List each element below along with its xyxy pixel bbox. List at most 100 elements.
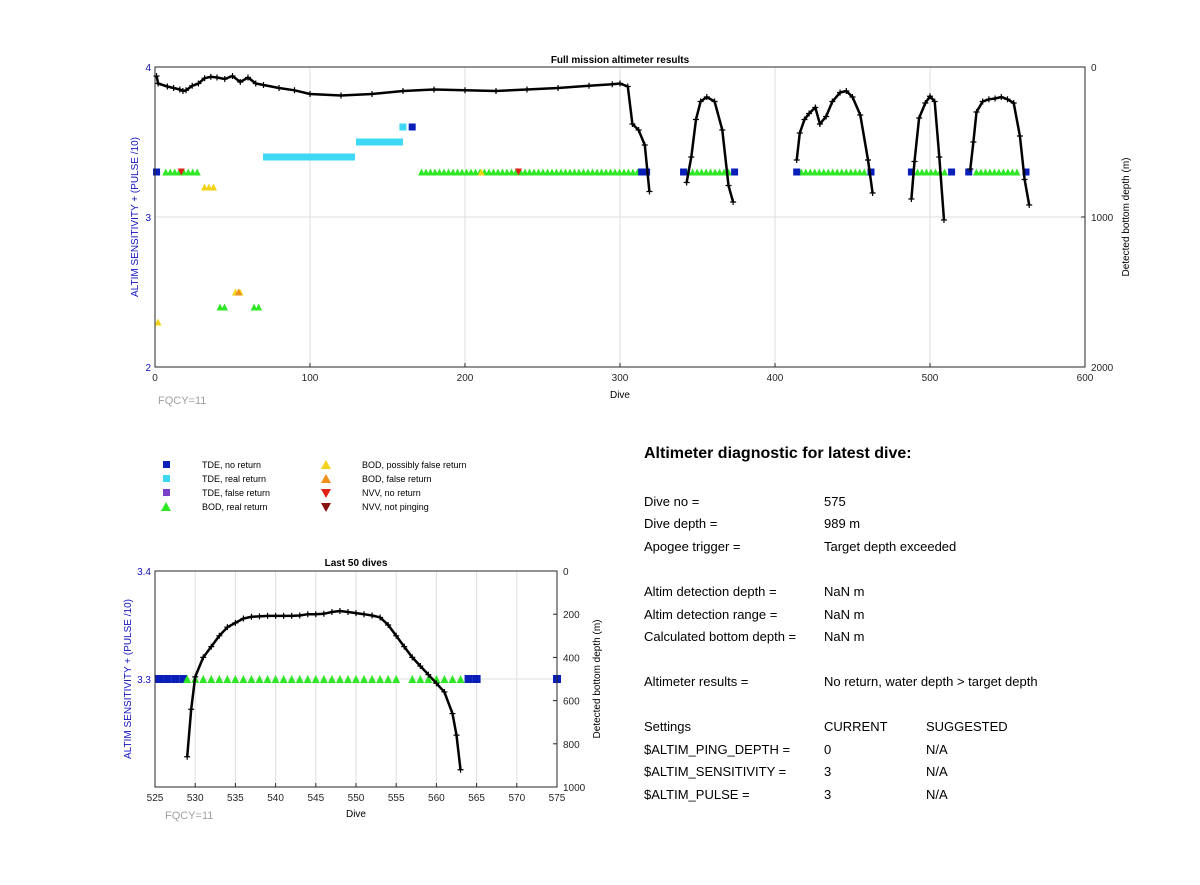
depth-point <box>164 83 171 90</box>
square-marker <box>288 153 295 161</box>
depth-point <box>940 217 947 223</box>
triangle-up-marker <box>221 303 228 311</box>
square-marker <box>273 153 280 161</box>
square-marker <box>348 153 355 161</box>
triangle-up-marker <box>235 288 243 296</box>
depth-point <box>493 88 499 94</box>
depth-point <box>291 87 298 94</box>
depth-point <box>201 75 208 82</box>
triangle-up-marker <box>625 168 632 176</box>
depth-point <box>801 116 808 123</box>
depth-point <box>441 688 448 695</box>
triangle-up-marker <box>693 168 701 176</box>
depth-point <box>401 643 408 650</box>
triangle-up-marker <box>239 675 248 683</box>
depth-line <box>969 95 1031 206</box>
depth-point <box>967 166 974 172</box>
depth-point <box>245 74 251 81</box>
depth-point <box>320 610 327 617</box>
depth-point <box>806 110 813 117</box>
depth-point <box>683 179 690 186</box>
depth-point <box>1021 176 1028 183</box>
depth-point <box>377 614 384 621</box>
depth-point <box>730 199 737 205</box>
bottom-y2label: Detected bottom depth (m) <box>592 620 603 739</box>
square-marker <box>323 153 330 161</box>
triangle-up-marker <box>990 168 998 176</box>
square-marker <box>408 123 416 131</box>
depth-point <box>641 142 648 148</box>
x-tick-label: 565 <box>468 793 485 804</box>
dive-depth-row: Dive depth = 989 m <box>644 516 861 531</box>
square-marker <box>298 153 305 161</box>
triangle-down-marker <box>514 168 522 176</box>
x-tick-label: 100 <box>302 373 319 384</box>
square-marker <box>396 138 403 146</box>
bottom-chart-marks <box>155 675 561 683</box>
triangle-up-marker <box>503 168 511 176</box>
y-tick-label: 3 <box>145 213 151 224</box>
triangle-up-marker <box>427 168 434 176</box>
settings-header-row: Settings CURRENT SUGGESTED <box>644 719 1008 734</box>
triangle-up-marker <box>485 168 493 176</box>
square-marker <box>153 168 161 176</box>
triangle-up-marker <box>972 168 980 176</box>
depth-point <box>692 116 699 123</box>
depth-point <box>646 188 653 195</box>
triangle-up-marker <box>629 168 637 176</box>
triangle-up-marker <box>255 675 264 683</box>
triangle-up-marker <box>932 168 939 176</box>
depth-point <box>524 86 530 93</box>
main-chart-marks <box>153 123 1030 326</box>
depth-point <box>189 82 196 89</box>
x-tick-label: 540 <box>267 793 284 804</box>
depth-point <box>998 94 1005 100</box>
square-marker <box>163 675 172 683</box>
depth-point <box>431 86 437 93</box>
square-marker <box>381 138 388 146</box>
depth-point <box>232 619 239 626</box>
depth-point <box>916 115 923 121</box>
triangle-up-marker <box>918 168 926 176</box>
bottom-xlabel: Dive <box>346 809 366 820</box>
triangle-up-marker <box>707 168 715 176</box>
depth-point <box>816 121 823 127</box>
depth-point <box>697 98 704 105</box>
depth-point <box>179 88 186 94</box>
triangle-up-marker <box>392 675 401 683</box>
altim-detection-depth-row: Altim detection depth = NaN m <box>644 584 865 599</box>
square-marker <box>731 168 739 176</box>
square-marker <box>338 153 345 161</box>
depth-point <box>609 81 616 88</box>
x-tick-label: 555 <box>388 793 405 804</box>
triangle-up-marker <box>422 168 430 176</box>
triangle-up-marker <box>575 168 583 176</box>
triangle-up-marker <box>343 675 352 683</box>
square-marker <box>638 168 646 176</box>
main-chart-ticks: 0 100 200 300 400 500 600 2 3 4 0 1000 2000 <box>145 63 1113 384</box>
full-mission-chart: Full mission altimeter results 0 100 200 30… <box>130 55 1132 407</box>
triangle-up-marker <box>711 168 719 176</box>
square-marker <box>680 168 688 176</box>
main-chart-title: Full mission altimeter results <box>551 55 690 66</box>
triangle-up-marker <box>548 168 556 176</box>
triangle-up-marker <box>1008 168 1016 176</box>
main-xlabel: Dive <box>610 390 630 401</box>
last-50-dives-chart: Last 50 dives 525 530 535 540 545 550 555 560 56… <box>123 558 603 822</box>
square-marker <box>318 153 325 161</box>
depth-point <box>224 624 231 631</box>
triangle-up-marker <box>616 168 623 176</box>
square-marker <box>308 153 315 161</box>
triangle-up-marker <box>856 168 864 176</box>
triangle-up-marker <box>368 675 377 683</box>
depth-line <box>795 89 874 194</box>
depth-point <box>823 113 830 120</box>
triangle-up-marker <box>593 168 601 176</box>
main-ylabel: ALTIM SENSITIVITY + (PULSE /10) <box>130 137 141 297</box>
triangle-up-marker <box>183 675 192 683</box>
triangle-up-marker <box>838 168 846 176</box>
depth-point <box>208 643 215 650</box>
depth-point <box>555 85 561 91</box>
depth-point <box>207 73 214 80</box>
altimeter-results-row: Altimeter results = No return, water dept… <box>644 674 1038 689</box>
